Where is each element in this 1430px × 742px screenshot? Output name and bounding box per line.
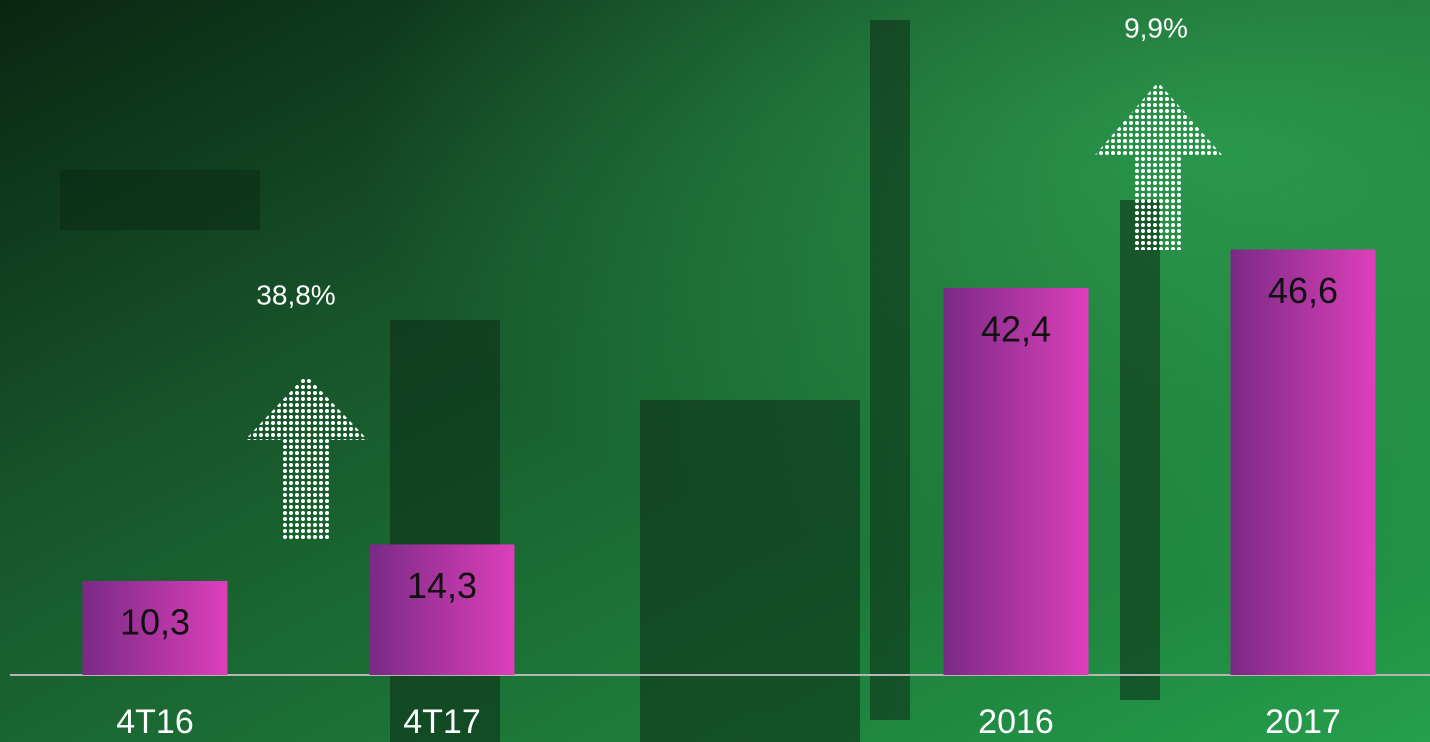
growth-arrow xyxy=(245,375,368,540)
bar xyxy=(1230,249,1376,676)
x-tick-label: 4T17 xyxy=(403,703,481,741)
value-label: 46,6 xyxy=(1268,270,1338,311)
annotation: 9,9% xyxy=(1124,12,1188,43)
bar xyxy=(82,580,228,675)
value-label: 14,3 xyxy=(407,565,477,606)
x-tick-label: 4T16 xyxy=(116,703,194,741)
x-tick-label: 2017 xyxy=(1265,703,1341,741)
x-tick-label: 2016 xyxy=(978,703,1054,741)
background-silhouettes xyxy=(60,20,1160,742)
annotation: 38,8% xyxy=(256,279,335,310)
bar xyxy=(369,544,515,675)
value-label: 42,4 xyxy=(981,308,1051,349)
value-label: 10,3 xyxy=(120,601,190,642)
bar xyxy=(943,287,1089,675)
growth-arrow xyxy=(1095,82,1222,250)
